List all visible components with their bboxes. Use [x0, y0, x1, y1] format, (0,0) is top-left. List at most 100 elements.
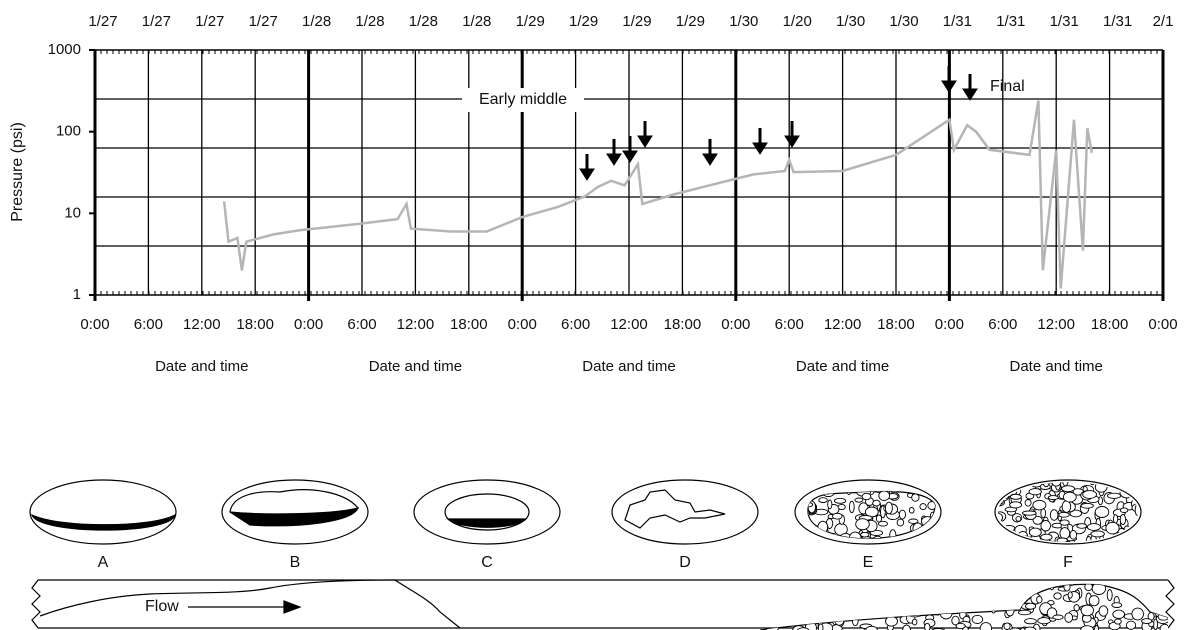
particle [1086, 537, 1091, 546]
y-tick-label: 100 [56, 123, 81, 140]
particle [1132, 608, 1144, 620]
deposit-outline [40, 580, 460, 628]
particle [1083, 491, 1097, 499]
particle [788, 591, 800, 600]
x-tick-label: 6:00 [561, 316, 590, 333]
particle [1050, 510, 1058, 521]
particle [1029, 528, 1041, 536]
particle [856, 519, 870, 530]
particle [1120, 508, 1128, 513]
particle [972, 615, 983, 623]
particle [909, 605, 919, 611]
arrow-head [703, 154, 717, 165]
particle [855, 498, 863, 502]
x-tick-label: 18:00 [877, 316, 915, 333]
particle [911, 590, 923, 600]
particle [803, 599, 812, 606]
particle [890, 601, 895, 612]
particle [1089, 476, 1095, 485]
particle [999, 583, 1006, 592]
x-axis-label: Date and time [582, 358, 675, 375]
x-axis-label: Date and time [155, 358, 248, 375]
particle [1074, 605, 1079, 611]
particle [866, 626, 877, 630]
x-tick-label: 18:00 [450, 316, 488, 333]
particle [1112, 603, 1122, 608]
x-tick-date: 1/27 [195, 13, 224, 30]
particle [841, 615, 847, 619]
particle [1113, 610, 1125, 618]
particle [1126, 621, 1135, 629]
particle [920, 609, 928, 614]
particle [849, 608, 863, 616]
particle [822, 585, 829, 591]
particle [1107, 590, 1112, 601]
particle [1106, 522, 1119, 534]
particle [828, 500, 832, 509]
particle [763, 587, 772, 593]
particle [756, 616, 769, 623]
particle [888, 593, 901, 601]
particle [966, 585, 980, 596]
particle [1118, 480, 1129, 486]
particle [781, 608, 794, 615]
particle [861, 532, 869, 537]
particle [1012, 589, 1024, 596]
particle [921, 517, 933, 527]
particle [861, 580, 866, 590]
x-tick-label: 0:00 [80, 316, 109, 333]
particle [1120, 515, 1125, 525]
particle [1087, 524, 1100, 531]
x-tick-label: 6:00 [347, 316, 376, 333]
particle [759, 603, 766, 609]
particle [831, 589, 844, 601]
particle [1142, 619, 1152, 624]
particle [900, 602, 910, 612]
particle [788, 584, 794, 588]
x-tick-date: 1/27 [142, 13, 171, 30]
particle [1010, 494, 1021, 499]
particle [834, 498, 845, 503]
particle [937, 595, 949, 607]
particle [1026, 578, 1037, 585]
particle [755, 593, 766, 600]
particle [1025, 500, 1031, 507]
annotation: Early middle [479, 91, 567, 108]
particle [1099, 606, 1108, 616]
particle [837, 579, 849, 588]
particle [991, 513, 1003, 522]
particle [1005, 486, 1010, 493]
particle [1004, 623, 1010, 630]
x-tick-date: 1/29 [516, 13, 545, 30]
particle [879, 491, 890, 501]
arrow-head [942, 81, 956, 92]
arrow-head [638, 136, 652, 147]
particle [885, 502, 892, 514]
particle [818, 624, 823, 630]
y-tick-label: 1000 [48, 41, 81, 58]
particle [1135, 505, 1139, 516]
particle [818, 521, 828, 533]
particle [890, 530, 896, 541]
particle [1120, 578, 1127, 586]
grid: 11010010001/270:001/276:001/2712:00Date … [48, 13, 1178, 375]
particle [833, 513, 843, 519]
panel-label: D [679, 554, 691, 571]
particle [905, 594, 910, 605]
particle [1156, 599, 1168, 605]
particle [925, 623, 930, 630]
ellipse-c [414, 480, 560, 544]
particle [828, 612, 833, 623]
particle [758, 608, 768, 614]
arrow-head [607, 154, 621, 165]
x-tick-date: 1/31 [1103, 13, 1132, 30]
x-tick-date: 1/28 [302, 13, 331, 30]
arrow-head [623, 151, 637, 162]
panel-label: C [481, 554, 493, 571]
particle [1113, 533, 1125, 543]
ellipse-d [612, 480, 758, 544]
particle [982, 592, 993, 604]
particle [834, 611, 841, 616]
particle [1022, 511, 1036, 515]
particle [1041, 534, 1052, 540]
